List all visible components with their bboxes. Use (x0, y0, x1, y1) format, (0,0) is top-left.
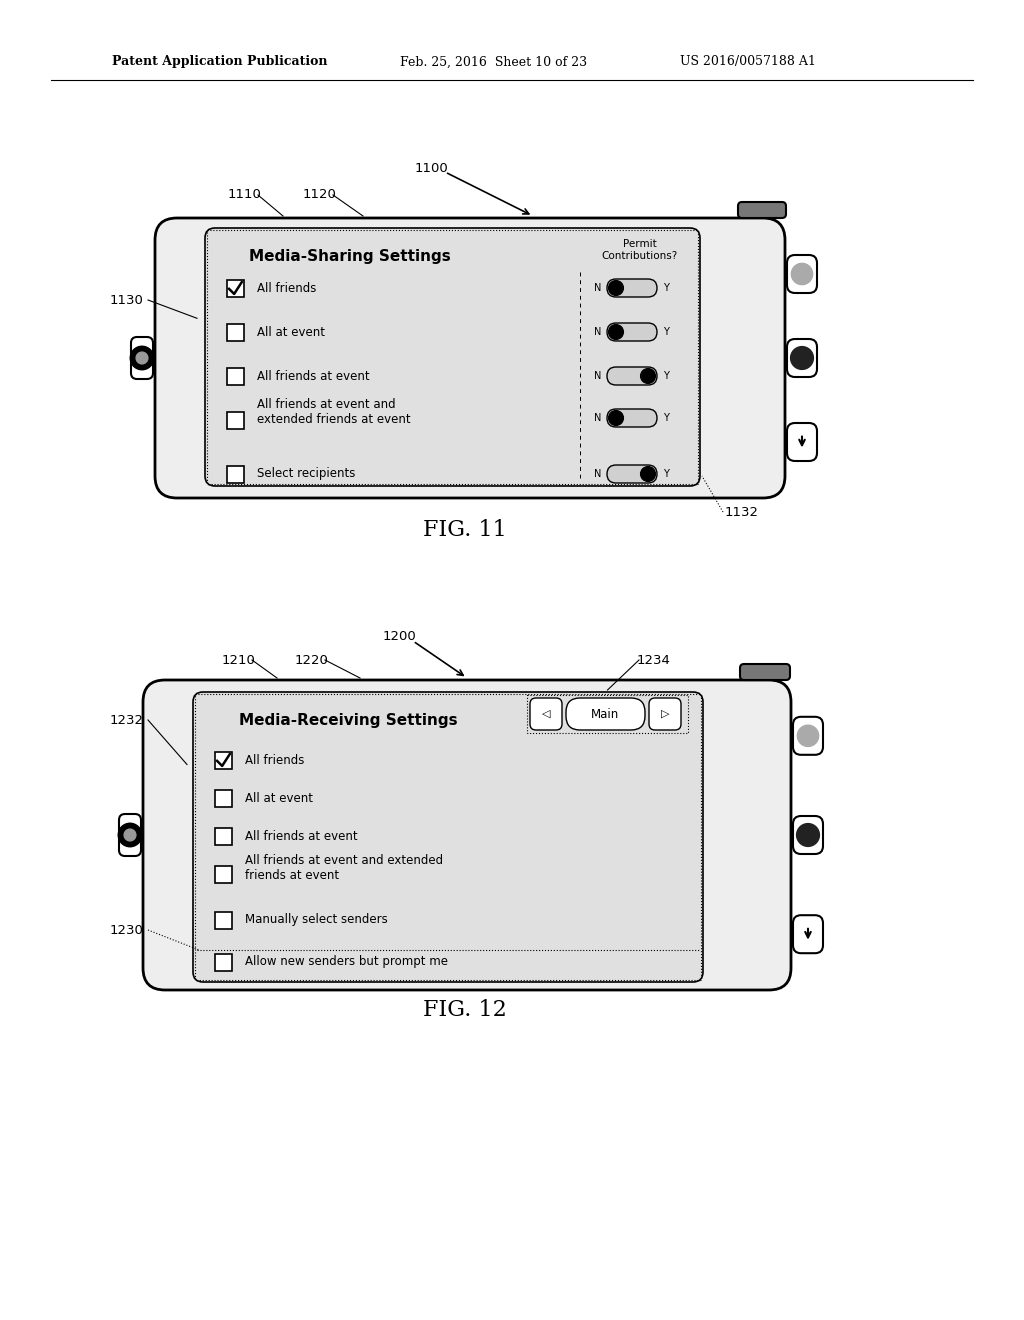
FancyBboxPatch shape (787, 422, 817, 461)
Circle shape (608, 281, 624, 296)
FancyBboxPatch shape (607, 367, 657, 385)
Circle shape (798, 725, 818, 746)
Text: Manually select senders: Manually select senders (245, 913, 388, 927)
Text: Main: Main (592, 708, 620, 721)
FancyBboxPatch shape (155, 218, 785, 498)
Text: All at event: All at event (257, 326, 325, 338)
Text: 1120: 1120 (303, 189, 337, 202)
FancyBboxPatch shape (119, 814, 141, 855)
FancyBboxPatch shape (607, 465, 657, 483)
Text: US 2016/0057188 A1: US 2016/0057188 A1 (680, 55, 816, 69)
FancyBboxPatch shape (738, 202, 786, 218)
Text: All friends at event and
extended friends at event: All friends at event and extended friend… (257, 399, 411, 426)
Text: FIG. 12: FIG. 12 (423, 999, 507, 1020)
Text: 1130: 1130 (110, 293, 144, 306)
Circle shape (130, 346, 154, 370)
Bar (226, 280, 244, 297)
Text: 1220: 1220 (295, 653, 329, 667)
Text: Y: Y (664, 282, 669, 293)
Text: Feb. 25, 2016  Sheet 10 of 23: Feb. 25, 2016 Sheet 10 of 23 (400, 55, 587, 69)
FancyBboxPatch shape (530, 698, 562, 730)
Circle shape (136, 352, 147, 364)
Text: 1132: 1132 (725, 506, 759, 519)
Bar (214, 828, 231, 845)
Text: Media-Sharing Settings: Media-Sharing Settings (249, 248, 451, 264)
FancyBboxPatch shape (143, 680, 791, 990)
Text: All friends: All friends (257, 281, 316, 294)
FancyBboxPatch shape (649, 698, 681, 730)
Text: N: N (594, 413, 602, 422)
Text: N: N (594, 327, 602, 337)
Text: 1110: 1110 (228, 189, 262, 202)
Text: Y: Y (664, 469, 669, 479)
Text: 1210: 1210 (222, 653, 256, 667)
Text: Media-Receiving Settings: Media-Receiving Settings (239, 713, 458, 727)
Text: 1100: 1100 (415, 161, 449, 174)
Circle shape (791, 347, 813, 370)
Text: All friends at event: All friends at event (257, 370, 370, 383)
Text: N: N (594, 469, 602, 479)
Text: All friends at event: All friends at event (245, 829, 357, 842)
Bar (214, 866, 231, 883)
Text: All at event: All at event (245, 792, 313, 804)
Bar (195, 694, 701, 979)
Circle shape (124, 829, 136, 841)
Bar (226, 412, 244, 429)
Text: Patent Application Publication: Patent Application Publication (112, 55, 328, 69)
Text: Y: Y (664, 413, 669, 422)
Bar (214, 953, 231, 970)
Bar (214, 912, 231, 928)
FancyBboxPatch shape (131, 337, 153, 379)
FancyBboxPatch shape (607, 323, 657, 341)
Bar (527, 696, 688, 733)
Bar (207, 230, 698, 484)
Bar (226, 466, 244, 483)
FancyBboxPatch shape (793, 816, 823, 854)
Text: All friends at event and extended
friends at event: All friends at event and extended friend… (245, 854, 443, 882)
Circle shape (608, 411, 624, 425)
Circle shape (118, 824, 141, 846)
Text: 1232: 1232 (110, 714, 144, 726)
Text: Y: Y (664, 371, 669, 381)
FancyBboxPatch shape (793, 915, 823, 953)
FancyBboxPatch shape (566, 698, 645, 730)
FancyBboxPatch shape (193, 692, 703, 982)
FancyBboxPatch shape (793, 717, 823, 755)
Text: 1230: 1230 (110, 924, 144, 936)
Bar (214, 751, 231, 768)
Circle shape (792, 264, 813, 285)
FancyBboxPatch shape (607, 279, 657, 297)
Text: N: N (594, 371, 602, 381)
Text: ◁: ◁ (542, 709, 550, 719)
Bar (226, 367, 244, 384)
Bar (214, 789, 231, 807)
Text: Allow new senders but prompt me: Allow new senders but prompt me (245, 956, 449, 969)
FancyBboxPatch shape (740, 664, 790, 680)
Circle shape (797, 824, 819, 846)
Circle shape (641, 368, 655, 383)
Bar (226, 323, 244, 341)
Text: All friends: All friends (245, 754, 304, 767)
FancyBboxPatch shape (787, 255, 817, 293)
Circle shape (641, 466, 655, 482)
Text: Permit
Contributions?: Permit Contributions? (602, 239, 678, 261)
FancyBboxPatch shape (607, 409, 657, 426)
Circle shape (608, 325, 624, 339)
FancyBboxPatch shape (205, 228, 700, 486)
Text: N: N (594, 282, 602, 293)
Text: Y: Y (664, 327, 669, 337)
Text: 1200: 1200 (383, 630, 417, 643)
Text: FIG. 11: FIG. 11 (423, 519, 507, 541)
FancyBboxPatch shape (787, 339, 817, 378)
Text: Select recipients: Select recipients (257, 467, 355, 480)
Text: 1234: 1234 (637, 653, 671, 667)
Text: ▷: ▷ (660, 709, 670, 719)
